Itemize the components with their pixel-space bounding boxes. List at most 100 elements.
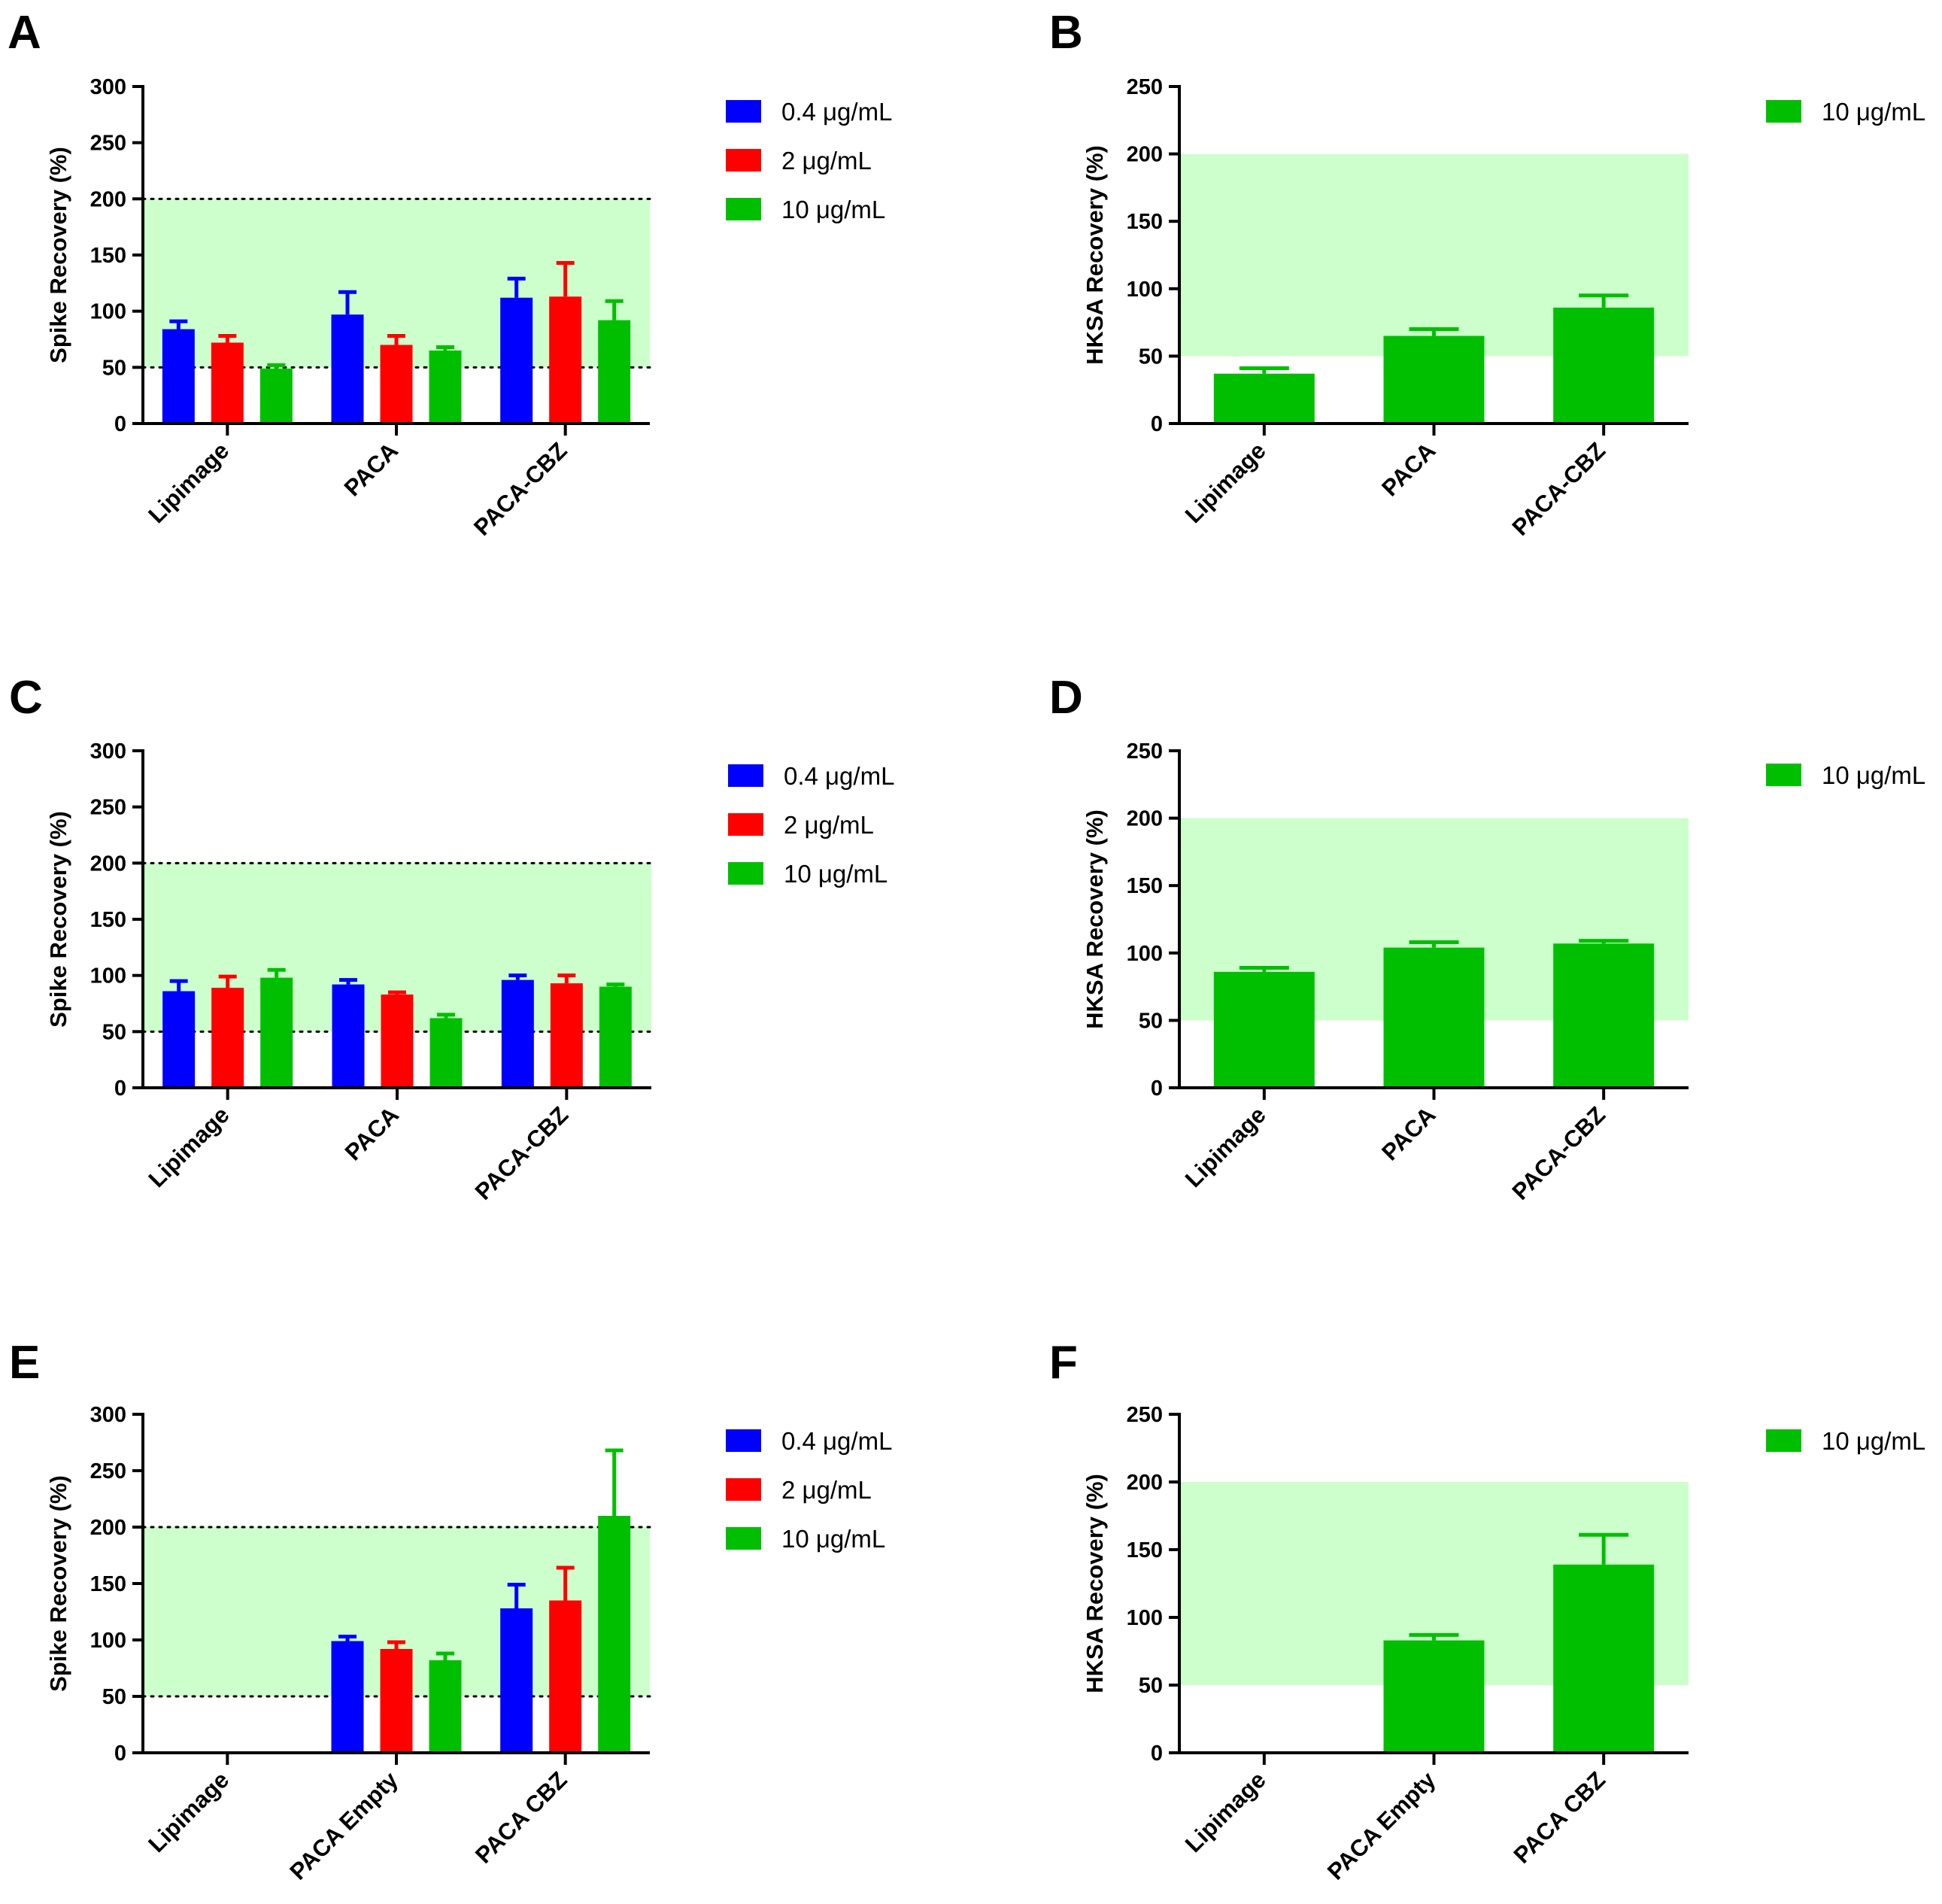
legend-label: 2 μg/mL	[784, 811, 874, 839]
y-tick-label: 300	[90, 75, 126, 99]
bar-blue-2	[332, 984, 365, 1088]
x-tick-label: Lipimage	[1180, 1101, 1271, 1192]
legend-swatch-blue	[728, 764, 763, 787]
x-tick-label: Lipimage	[143, 1766, 234, 1857]
bar-red-1	[211, 342, 244, 424]
bar-green-1	[259, 368, 293, 424]
legend-swatch-red	[726, 149, 761, 172]
y-axis-title: Spike Recovery (%)	[45, 811, 71, 1028]
y-tick-label: 50	[1139, 345, 1163, 369]
y-tick-label: 50	[1139, 1009, 1163, 1033]
legend-label: 2 μg/mL	[781, 147, 872, 175]
bar-green-3	[1553, 943, 1655, 1088]
y-axis-title: HKSA Recovery (%)	[1082, 145, 1108, 365]
y-tick-label: 150	[1127, 1538, 1163, 1562]
bar-blue-3	[500, 1608, 533, 1753]
legend: 10 μg/mL	[1766, 98, 1925, 126]
panel-letter: B	[1049, 7, 1083, 59]
legend: 0.4 μg/mL 2 μg/mL 10 μg/mL	[726, 1427, 892, 1553]
bar-green-2	[1383, 947, 1485, 1088]
y-tick-label: 250	[1127, 1403, 1163, 1427]
y-tick-label: 200	[1127, 143, 1163, 167]
legend-label: 10 μg/mL	[781, 196, 885, 223]
legend-label: 0.4 μg/mL	[784, 762, 894, 790]
y-tick-label: 100	[90, 300, 126, 324]
legend: 10 μg/mL	[1766, 761, 1925, 789]
bar-blue-2	[331, 1641, 364, 1753]
y-tick-label: 250	[90, 132, 126, 156]
bar-green-1	[1213, 373, 1315, 424]
legend-swatch-blue	[726, 100, 761, 123]
y-tick-label: 200	[90, 1516, 126, 1540]
y-tick-label: 50	[1139, 1674, 1163, 1698]
y-tick-label: 0	[1151, 1742, 1163, 1766]
y-axis-title: HKSA Recovery (%)	[1082, 1474, 1108, 1693]
legend-label: 2 μg/mL	[781, 1476, 872, 1504]
bar-green-3	[598, 1516, 631, 1753]
x-tick-label: PACA	[1376, 437, 1440, 501]
legend-label: 10 μg/mL	[784, 860, 888, 888]
bar-blue-1	[162, 329, 195, 424]
bar-green-2	[1383, 336, 1485, 424]
legend-swatch-green	[726, 1527, 761, 1550]
x-tick-label: PACA-CBZ	[1507, 437, 1611, 541]
y-tick-label: 150	[90, 908, 126, 932]
y-tick-label: 150	[1127, 210, 1163, 234]
legend-swatch-green	[1766, 100, 1801, 123]
legend: 10 μg/mL	[1766, 1427, 1925, 1455]
y-tick-label: 250	[90, 796, 126, 820]
legend-label: 10 μg/mL	[1822, 98, 1925, 126]
panel-letter: A	[8, 7, 41, 59]
legend-swatch-green	[1766, 764, 1801, 786]
legend-swatch-red	[726, 1478, 761, 1501]
y-tick-label: 0	[114, 1742, 126, 1766]
panel-e: E 0 50 100 150 200 250 300 Lipimage PACA Empty PAC…	[9, 1337, 892, 1885]
y-axis-title: Spike Recovery (%)	[45, 1475, 71, 1692]
x-tick-label: PACA	[1376, 1101, 1440, 1165]
y-tick-label: 200	[1127, 1471, 1163, 1495]
bar-blue-2	[331, 314, 364, 424]
x-tick-label: Lipimage	[1180, 437, 1271, 528]
y-tick-label: 250	[90, 1459, 126, 1483]
x-tick-label: PACA-CBZ	[470, 1101, 574, 1205]
bar-red-3	[549, 1600, 582, 1753]
y-axis-title: HKSA Recovery (%)	[1082, 809, 1108, 1029]
bar-red-1	[211, 988, 244, 1088]
x-tick-label: Lipimage	[144, 1101, 235, 1192]
y-tick-label: 250	[1127, 739, 1163, 764]
bar-green-1	[1213, 971, 1315, 1088]
y-tick-label: 200	[90, 187, 126, 211]
y-axis-title: Spike Recovery (%)	[45, 147, 71, 363]
x-tick-label: PACA Empty	[1322, 1766, 1441, 1885]
y-tick-label: 50	[102, 1020, 126, 1044]
x-tick-label: PACA	[340, 1101, 404, 1165]
y-tick-label: 200	[90, 852, 126, 876]
y-tick-label: 100	[1127, 942, 1163, 966]
bar-green-2	[429, 1660, 462, 1753]
bar-green-2	[429, 350, 462, 424]
bar-green-3	[598, 320, 631, 424]
legend: 0.4 μg/mL 2 μg/mL 10 μg/mL	[726, 98, 892, 223]
x-tick-label: Lipimage	[1180, 1766, 1271, 1857]
legend: 0.4 μg/mL 2 μg/mL 10 μg/mL	[728, 762, 894, 888]
panel-letter: E	[9, 1337, 40, 1389]
y-tick-label: 0	[114, 1077, 126, 1101]
panel-b: B 0 50 100 150 200 250 Lipimage PACA PACA-CBZ HKSA…	[1049, 7, 1925, 541]
bar-green-2	[1383, 1640, 1485, 1753]
panel-d: D 0 50 100 150 200 250 Lipimage PACA PACA-CBZ HKSA…	[1049, 672, 1925, 1205]
bar-red-3	[550, 983, 583, 1088]
y-tick-label: 150	[90, 244, 126, 268]
legend-swatch-green	[728, 862, 763, 885]
bar-blue-3	[501, 979, 534, 1088]
x-tick-label: PACA-CBZ	[469, 437, 572, 541]
y-tick-label: 0	[1151, 412, 1163, 436]
y-tick-label: 100	[90, 964, 126, 988]
panel-letter: D	[1049, 672, 1083, 724]
panel-letter: C	[9, 672, 43, 724]
x-tick-label: PACA Empty	[284, 1766, 403, 1885]
y-tick-label: 300	[90, 739, 126, 764]
legend-label: 10 μg/mL	[1822, 761, 1925, 789]
y-tick-label: 250	[1127, 75, 1163, 99]
y-tick-label: 300	[90, 1403, 126, 1427]
